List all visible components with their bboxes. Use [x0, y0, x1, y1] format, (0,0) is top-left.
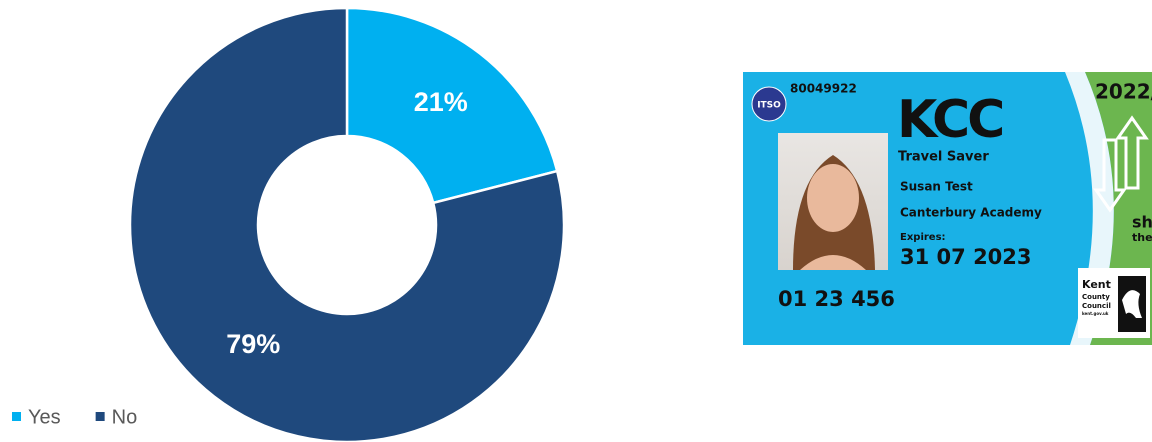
travel-card: ITSO 80049922 KCC Travel Saver Susan Tes…: [743, 72, 1152, 345]
legend-label: Yes: [28, 406, 61, 428]
legend-swatch: [96, 412, 105, 421]
card-subtitle: Travel Saver: [898, 150, 989, 165]
council-name: Kent: [1082, 278, 1111, 291]
card-id: 01 23 456: [778, 287, 895, 311]
page: 21% 79% Yes No ITSO 80049922 KCC Travel Sa…: [0, 0, 1152, 442]
card-number: 80049922: [790, 82, 857, 96]
council-name: County: [1082, 293, 1110, 301]
council-website: kent.gov.uk: [1082, 311, 1109, 316]
legend-label: No: [112, 406, 138, 428]
slogan-line: the fare: [1132, 231, 1152, 244]
legend: Yes No: [12, 406, 137, 428]
council-name: Council: [1082, 302, 1111, 310]
card-name: Susan Test: [900, 180, 973, 194]
donut-chart: 21% 79%: [130, 8, 564, 442]
card-title: KCC: [897, 90, 1002, 150]
legend-swatch: [12, 412, 21, 421]
slogan-line: share: [1132, 213, 1152, 232]
photo-face: [807, 164, 859, 232]
expires-label: Expires:: [900, 232, 946, 243]
card-year: 2022/23: [1095, 80, 1152, 104]
expires-date: 31 07 2023: [900, 245, 1032, 269]
value-label: 21%: [414, 87, 468, 117]
card-school: Canterbury Academy: [900, 206, 1042, 220]
value-label: 79%: [226, 329, 280, 359]
itso-text: ITSO: [757, 101, 781, 111]
